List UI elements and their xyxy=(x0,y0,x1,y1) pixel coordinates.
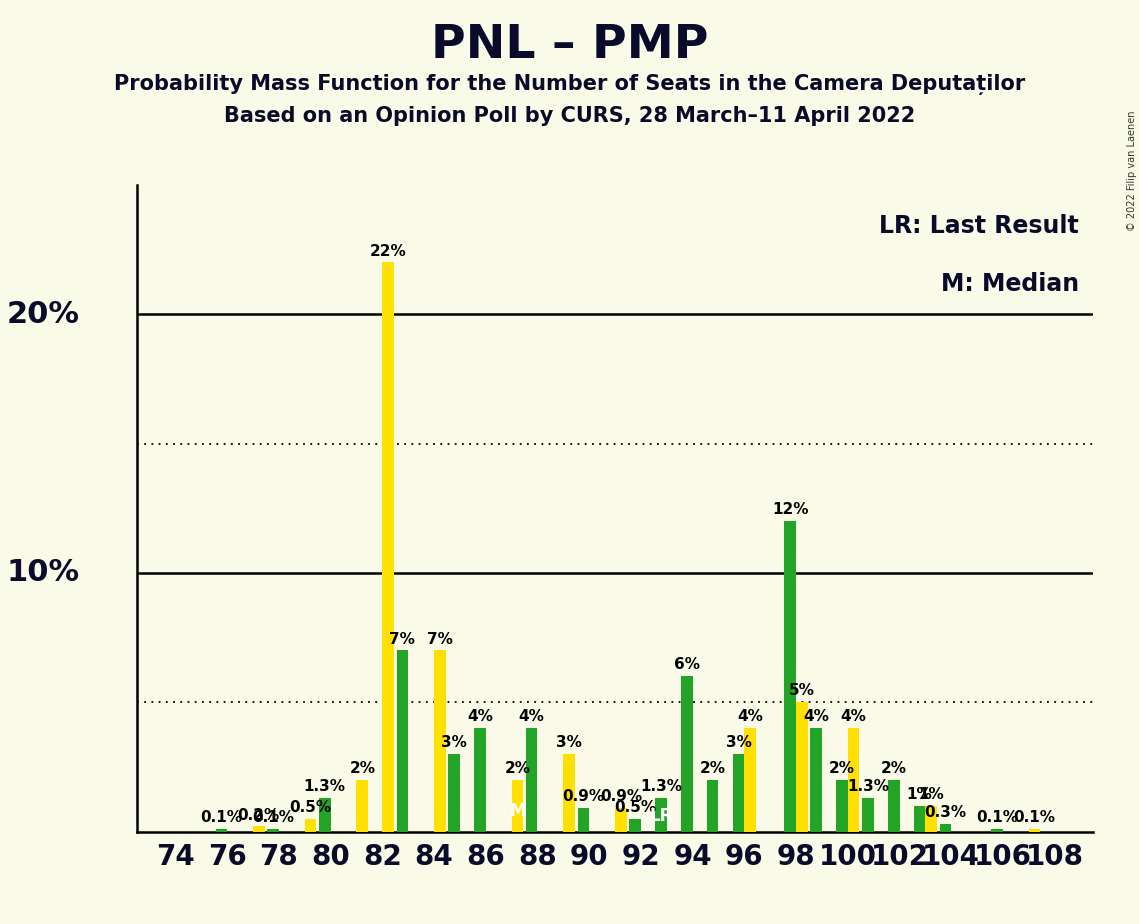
Bar xyxy=(655,798,666,832)
Bar xyxy=(785,521,796,832)
Bar xyxy=(577,808,589,832)
Text: 7%: 7% xyxy=(427,632,453,647)
Bar xyxy=(253,826,264,832)
Bar xyxy=(357,780,368,832)
Text: 0.5%: 0.5% xyxy=(614,800,656,815)
Text: 3%: 3% xyxy=(726,736,752,750)
Bar xyxy=(847,728,860,832)
Text: LR: LR xyxy=(649,808,673,825)
Text: 0.1%: 0.1% xyxy=(252,810,294,825)
Text: 4%: 4% xyxy=(841,710,867,724)
Bar xyxy=(449,754,460,832)
Text: © 2022 Filip van Laenen: © 2022 Filip van Laenen xyxy=(1126,111,1137,231)
Bar xyxy=(862,798,874,832)
Bar xyxy=(629,819,641,832)
Text: 2%: 2% xyxy=(350,761,375,776)
Text: 5%: 5% xyxy=(789,684,814,699)
Text: Probability Mass Function for the Number of Seats in the Camera Deputaților: Probability Mass Function for the Number… xyxy=(114,74,1025,95)
Bar xyxy=(434,650,445,832)
Text: 0.3%: 0.3% xyxy=(925,805,967,820)
Bar xyxy=(383,262,394,832)
Bar xyxy=(991,829,1003,832)
Bar xyxy=(526,728,538,832)
Bar xyxy=(913,806,925,832)
Text: PNL – PMP: PNL – PMP xyxy=(431,23,708,68)
Text: 1%: 1% xyxy=(907,787,933,802)
Text: 0.1%: 0.1% xyxy=(1014,810,1056,825)
Bar xyxy=(319,798,330,832)
Bar xyxy=(474,728,485,832)
Bar xyxy=(1029,829,1040,832)
Bar xyxy=(940,824,951,832)
Bar xyxy=(681,676,693,832)
Text: 0.9%: 0.9% xyxy=(563,789,605,805)
Text: 1.3%: 1.3% xyxy=(640,779,682,794)
Bar xyxy=(888,780,900,832)
Text: 6%: 6% xyxy=(674,658,699,673)
Text: LR: Last Result: LR: Last Result xyxy=(879,213,1079,237)
Text: 3%: 3% xyxy=(556,736,582,750)
Text: 2%: 2% xyxy=(829,761,855,776)
Text: 22%: 22% xyxy=(370,244,407,259)
Text: 4%: 4% xyxy=(737,710,763,724)
Text: 4%: 4% xyxy=(467,710,493,724)
Text: 10%: 10% xyxy=(6,558,80,588)
Text: 12%: 12% xyxy=(772,503,809,517)
Text: Based on an Opinion Poll by CURS, 28 March–11 April 2022: Based on an Opinion Poll by CURS, 28 Mar… xyxy=(224,106,915,127)
Text: 4%: 4% xyxy=(803,710,829,724)
Text: 2%: 2% xyxy=(699,761,726,776)
Text: 1.3%: 1.3% xyxy=(304,779,346,794)
Bar xyxy=(732,754,745,832)
Text: 0.5%: 0.5% xyxy=(289,800,331,815)
Text: 1%: 1% xyxy=(918,787,944,802)
Bar xyxy=(925,806,937,832)
Text: 0.1%: 0.1% xyxy=(200,810,243,825)
Bar xyxy=(745,728,756,832)
Text: 2%: 2% xyxy=(505,761,531,776)
Text: 2%: 2% xyxy=(880,761,907,776)
Bar xyxy=(707,780,719,832)
Text: M: M xyxy=(509,802,526,820)
Bar xyxy=(305,819,317,832)
Bar xyxy=(396,650,408,832)
Text: M: Median: M: Median xyxy=(941,272,1079,296)
Text: 0.2%: 0.2% xyxy=(238,808,280,822)
Text: 1.3%: 1.3% xyxy=(846,779,888,794)
Bar xyxy=(796,702,808,832)
Bar xyxy=(215,829,227,832)
Text: 3%: 3% xyxy=(441,736,467,750)
Bar xyxy=(564,754,575,832)
Bar xyxy=(810,728,822,832)
Text: 0.9%: 0.9% xyxy=(600,789,642,805)
Text: 0.1%: 0.1% xyxy=(976,810,1018,825)
Bar xyxy=(615,808,626,832)
Text: 7%: 7% xyxy=(390,632,416,647)
Bar xyxy=(511,780,523,832)
Bar xyxy=(268,829,279,832)
Text: 4%: 4% xyxy=(518,710,544,724)
Bar xyxy=(836,780,847,832)
Text: 20%: 20% xyxy=(7,299,80,329)
